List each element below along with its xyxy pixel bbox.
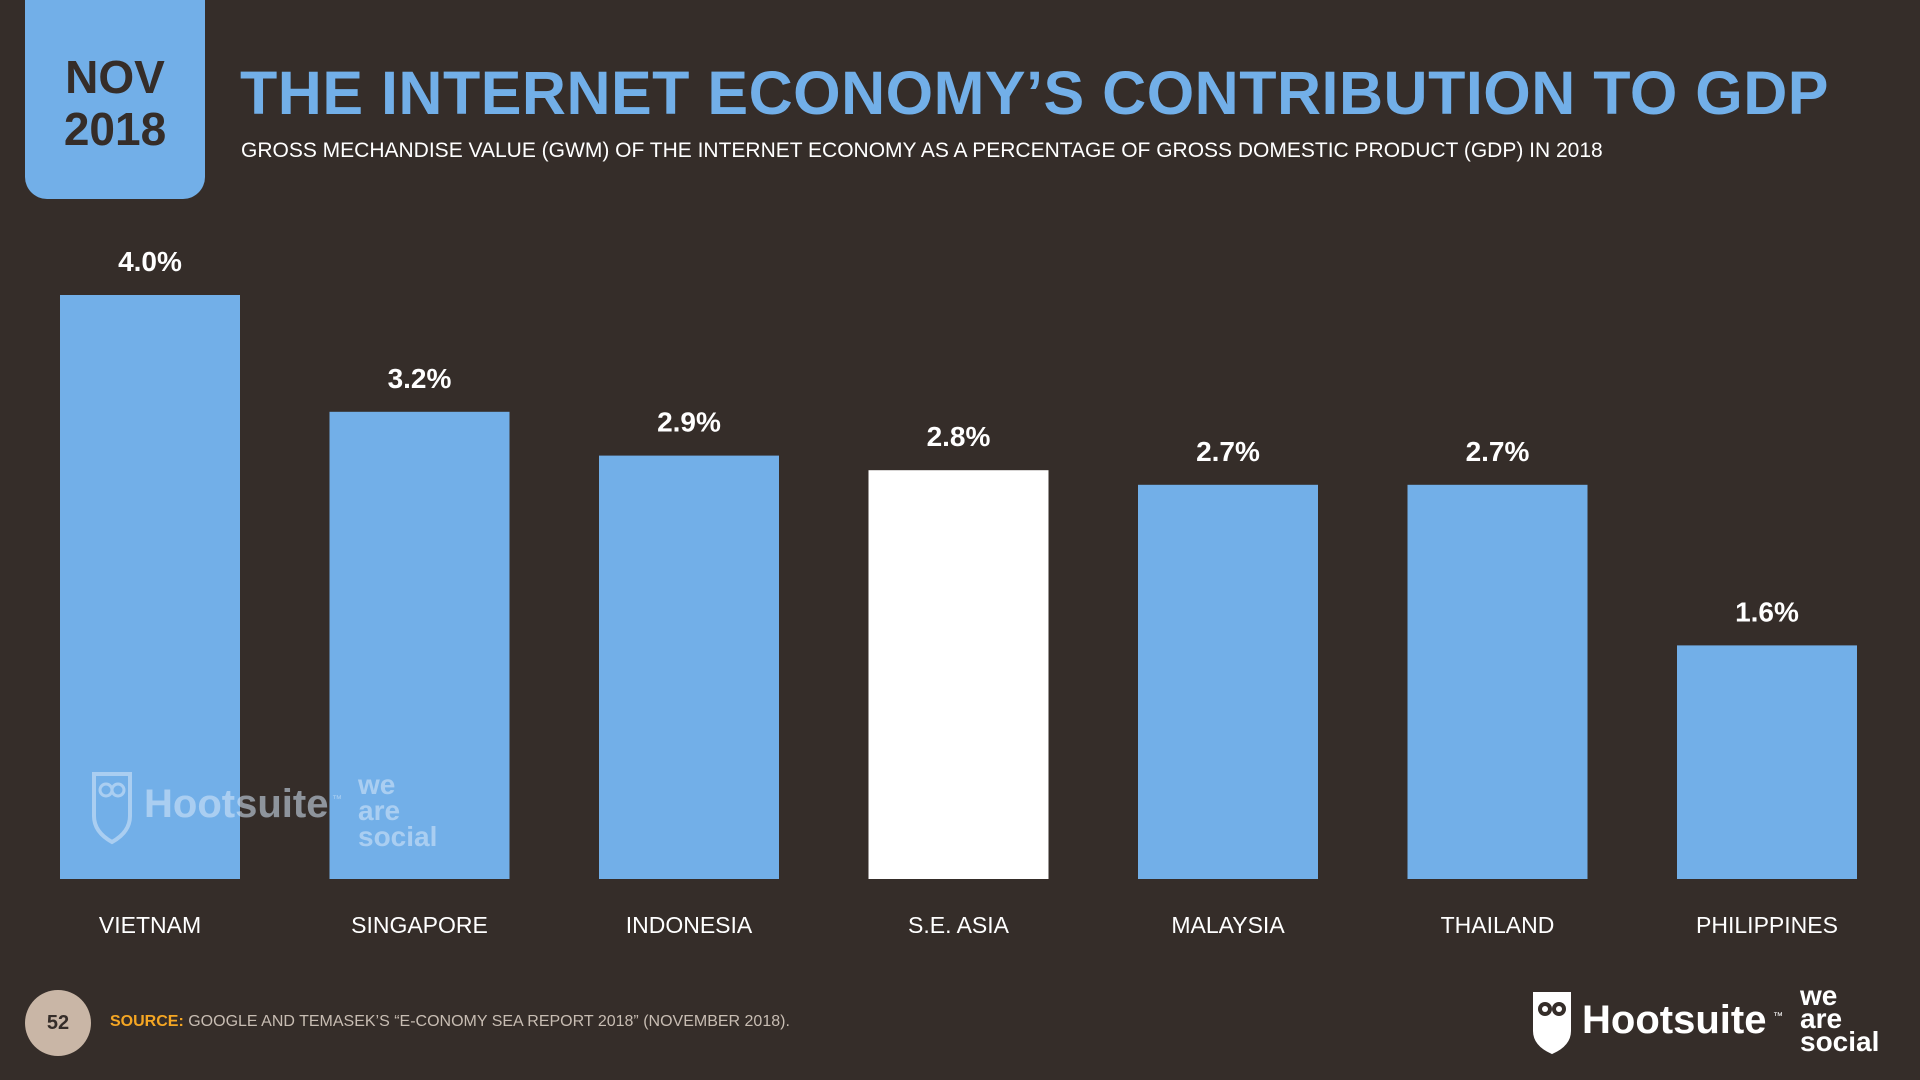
bar-s-e-asia [868,470,1049,879]
date-badge: NOV 2018 [25,0,205,199]
category-label: VIETNAM [99,912,201,938]
footer-brand-tm: ™ [1773,1011,1783,1022]
footer-brand: Hootsuite [1582,998,1766,1042]
bar-malaysia [1138,484,1318,879]
source-note: SOURCE: GOOGLE AND TEMASEK’S “E-CONOMY S… [110,1013,790,1031]
owl-icon [1533,992,1571,1055]
source-label: SOURCE: [110,1013,184,1030]
bar-chart: 4.0% VIETNAM 3.2% SINGAPORE 2.9% INDONESIA 2.8… [60,246,1857,938]
category-label: SINGAPORE [351,912,488,938]
bar-indonesia [599,455,779,879]
bar-philippines [1677,645,1857,879]
data-label: 2.8% [927,421,991,452]
data-label: 2.7% [1466,436,1530,467]
bar-vietnam [60,295,240,879]
data-label: 3.2% [388,363,452,394]
category-label: S.E. ASIA [908,912,1010,938]
bar-thailand [1407,484,1588,879]
date-month: NOV [65,50,165,103]
category-label: MALAYSIA [1171,912,1285,938]
partner-logo-line2: are [1800,1003,1842,1034]
data-label: 2.7% [1196,436,1260,467]
category-label: THAILAND [1441,912,1555,938]
page-subtitle: GROSS MECHANDISE VALUE (GWM) OF THE INTE… [241,139,1603,162]
category-label: PHILIPPINES [1696,912,1838,938]
source-text: GOOGLE AND TEMASEK’S “E-CONOMY SEA REPOR… [188,1013,790,1030]
footer-logos: Hootsuite ™ we are social [1533,985,1879,1055]
partner-logo-line1: we [1799,985,1837,1011]
data-label: 2.9% [657,407,721,438]
date-year: 2018 [63,102,167,155]
page-number: 52 [25,990,91,1056]
bar-singapore [329,411,510,879]
data-label: 4.0% [118,246,182,277]
data-label: 1.6% [1735,596,1799,627]
partner-logo-line3: social [1800,1026,1879,1055]
category-label: INDONESIA [626,912,753,938]
page-title: THE INTERNET ECONOMY’S CONTRIBUTION TO G… [240,59,1829,127]
